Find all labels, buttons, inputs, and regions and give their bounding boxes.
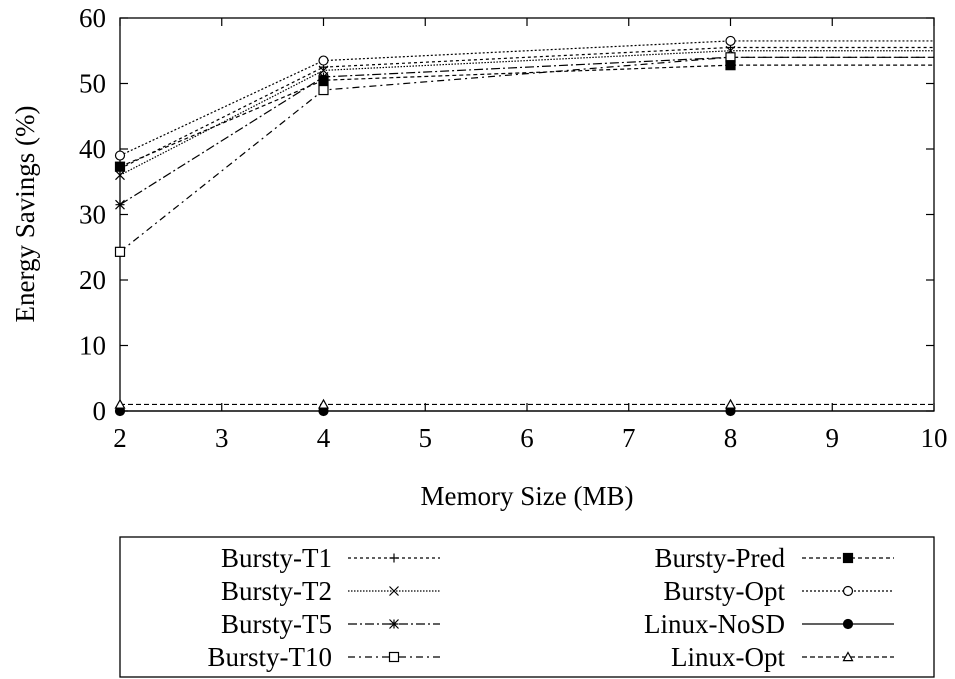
x-tick-label: 2 [113, 423, 127, 453]
x-tick-label: 6 [520, 423, 534, 453]
cross-marker [115, 170, 125, 181]
x-tick-label: 5 [419, 423, 433, 453]
square-open-marker [318, 84, 329, 96]
series-line [119, 56, 934, 253]
star-marker [115, 199, 125, 210]
circle-open-marker [114, 150, 126, 161]
cross-marker [389, 586, 399, 596]
axis-ticks: 2 3 4 5 6 7 8 9 10 0 10 20 30 40 50 60 [79, 3, 948, 453]
series-bursty-t5 [115, 52, 934, 210]
circle-open-marker [318, 55, 329, 66]
x-tick-label: 8 [724, 423, 738, 453]
x-tick-label: 7 [622, 423, 636, 453]
y-tick-label: 40 [79, 134, 106, 164]
series-line [119, 50, 934, 176]
legend-box [119, 536, 935, 678]
legend-label: Bursty-Opt [664, 576, 786, 606]
y-tick-label: 0 [93, 396, 107, 426]
legend-label: Bursty-T1 [221, 543, 332, 573]
legend-label: Bursty-T2 [221, 576, 332, 606]
square-filled-marker [725, 60, 736, 71]
square-open-marker [114, 246, 126, 257]
y-tick-label: 20 [79, 265, 106, 295]
legend-label: Linux-Opt [671, 642, 785, 672]
y-tick-label: 50 [79, 69, 106, 99]
legend-item: Bursty-T5 [221, 609, 440, 639]
y-tick-label: 60 [79, 3, 106, 33]
series-bursty-opt [114, 35, 934, 161]
legend-item: Bursty-T10 [208, 642, 440, 672]
triangle-open-marker [724, 398, 737, 409]
triangle-open-marker [317, 398, 330, 409]
series-bursty-t1 [115, 42, 934, 174]
legend-item: Bursty-T2 [221, 576, 440, 606]
plus-marker [389, 553, 399, 563]
legend-item: Linux-NoSD [644, 609, 894, 639]
legend-item: Linux-Opt [671, 642, 894, 672]
circle-open-marker [842, 585, 854, 597]
legend-item: Bursty-Opt [664, 576, 894, 606]
legend-label: Bursty-T5 [221, 609, 332, 639]
legend-item: Bursty-Pred [655, 543, 894, 573]
legend-item: Bursty-T1 [221, 543, 440, 573]
x-axis-label: Memory Size (MB) [421, 481, 634, 511]
series-linux-opt [114, 398, 934, 409]
x-tick-label: 10 [921, 423, 948, 453]
series-line [119, 56, 934, 206]
triangle-open-marker [842, 651, 854, 662]
square-filled-marker [842, 552, 854, 564]
square-open-marker [388, 651, 400, 663]
triangle-open-marker [114, 398, 126, 409]
circle-filled-marker [842, 618, 854, 630]
x-tick-label: 4 [317, 423, 331, 453]
legend-label: Bursty-Pred [655, 543, 786, 573]
series-linux-nosd [114, 405, 934, 417]
series-bursty-t10 [114, 52, 934, 257]
series-line [119, 64, 934, 168]
circle-open-marker [725, 35, 736, 47]
y-axis-label: Energy Savings (%) [10, 106, 40, 323]
square-filled-marker [318, 75, 329, 86]
x-tick-label: 9 [826, 423, 840, 453]
series-layer [114, 35, 934, 417]
square-filled-marker [114, 161, 126, 172]
series-bursty-pred [114, 60, 934, 172]
y-tick-label: 30 [79, 200, 106, 230]
legend-label: Linux-NoSD [644, 609, 785, 639]
star-marker [389, 619, 399, 629]
y-tick-label: 10 [79, 331, 106, 361]
legend-label: Bursty-T10 [208, 642, 333, 672]
series-line [119, 40, 934, 157]
series-bursty-t2 [115, 45, 934, 181]
plot-area [119, 17, 935, 412]
x-tick-label: 3 [215, 423, 229, 453]
